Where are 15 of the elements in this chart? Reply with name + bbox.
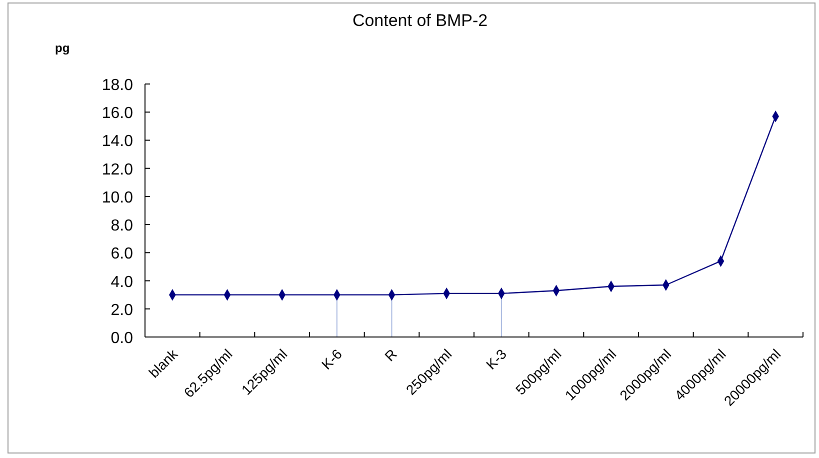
y-tick-label: 2.0: [110, 302, 134, 319]
chart-title: Content of BMP-2: [352, 11, 488, 30]
y-axis-title: pg: [55, 41, 70, 55]
y-tick-label: 8.0: [110, 218, 134, 235]
y-tick-label: 14.0: [102, 133, 134, 150]
y-tick-label: 6.0: [110, 246, 134, 263]
x-tick-label: R: [381, 346, 400, 364]
y-tick-label: 0.0: [110, 330, 134, 347]
y-tick-label: 18.0: [102, 77, 134, 94]
y-tick-label: 4.0: [110, 274, 134, 291]
y-tick-label: 10.0: [102, 189, 134, 206]
x-tick-label: K-6: [318, 346, 346, 373]
y-tick-label: 16.0: [102, 105, 134, 122]
x-tick-label: K-3: [482, 346, 510, 373]
y-tick-label: 12.0: [102, 161, 134, 178]
